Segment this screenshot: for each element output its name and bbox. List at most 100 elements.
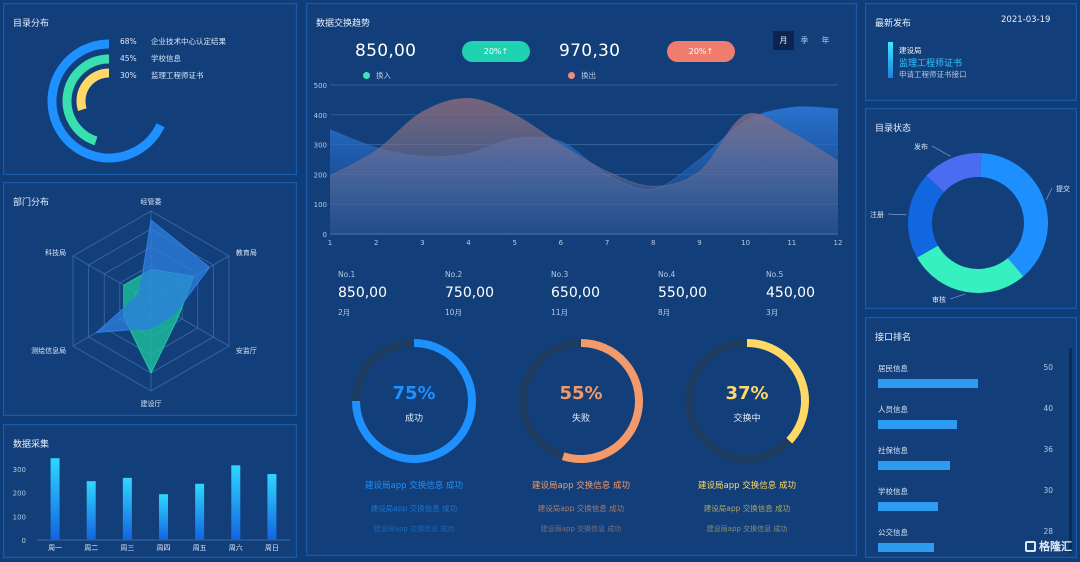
- catalog-label-1: 学校信息: [151, 53, 181, 63]
- api-rank-panel: 接口排名: [865, 317, 1077, 558]
- trend-xtick-4: 5: [512, 239, 516, 247]
- trend-ytick-5: 500: [314, 82, 327, 90]
- gauge-2-status-line: 建设局app 交换信息 成功: [706, 525, 788, 533]
- latest-title: 最新发布: [875, 19, 912, 29]
- gauge-1-status-line: 建设局app 交换信息 成功: [540, 525, 622, 533]
- legend-out: 换出: [568, 70, 596, 81]
- out-pct-badge: 20%↑: [667, 41, 735, 62]
- collect-xlabel-3: 周四: [157, 544, 171, 552]
- collect-panel: 数据采集 0 100 200 300 周一 周二 周三 周四 周五 周六 周日: [3, 424, 297, 558]
- watermark: 格隆汇: [1025, 538, 1072, 554]
- rank-value: 550,00: [658, 285, 707, 301]
- collect-bar-0: [50, 458, 60, 540]
- api-rank-row[interactable]: 公交信息 28: [878, 527, 1053, 552]
- api-rank-name: 社保信息: [878, 446, 908, 455]
- legend-in: 换入: [363, 70, 391, 81]
- radar-label-0: 经管委: [141, 197, 162, 206]
- dept-title: 部门分布: [13, 198, 50, 208]
- collect-bar-4: [195, 483, 205, 540]
- catalog-panel: 目录分布 68% 企业技术中心认定结果 45% 学校信息 30% 监理工程师证书: [3, 3, 297, 175]
- trend-xtick-6: 7: [605, 239, 609, 247]
- rank-value: 650,00: [551, 285, 600, 301]
- api-rank-track: [878, 461, 1053, 470]
- api-rank-row[interactable]: 居民信息 50: [878, 363, 1053, 388]
- status-label-0: 提交: [1056, 184, 1070, 193]
- api-rank-name: 人员信息: [878, 405, 908, 414]
- catalog-label-0: 企业技术中心认定结果: [151, 36, 226, 46]
- status-label-3: 发布: [914, 142, 928, 151]
- tab-quarter[interactable]: 季: [800, 36, 809, 45]
- catalog-chart: 68% 企业技术中心认定结果 45% 学校信息 30% 监理工程师证书: [47, 36, 226, 163]
- rank-month: 10月: [445, 308, 463, 317]
- gauge-2-status-line: 建设局app 交换信息 成功: [703, 504, 791, 513]
- trend-xtick-9: 10: [741, 239, 750, 247]
- status-slice-1[interactable]: [917, 245, 1024, 293]
- rank-no: No.1: [338, 270, 356, 279]
- gauges: 75% 成功 55% 失败 37% 交换中: [352, 339, 809, 463]
- status-label-2: 注册: [870, 210, 884, 219]
- api-rank-row[interactable]: 学校信息 30: [878, 486, 1053, 511]
- tab-month[interactable]: 月: [773, 31, 794, 50]
- gauge-arc-1: [561, 339, 643, 463]
- watermark-text: 格隆汇: [1039, 540, 1072, 553]
- catalog-ring-2: [76, 68, 110, 112]
- gauge-0-status-line: 建设局app 交换信息 成功: [370, 504, 458, 513]
- status-label-1: 审核: [932, 295, 946, 304]
- latest-org: 建设局: [899, 46, 922, 55]
- status-slice-0[interactable]: [980, 153, 1048, 277]
- catalog-pct-2: 30%: [120, 71, 137, 80]
- api-rank-row[interactable]: 社保信息 36: [878, 445, 1053, 470]
- api-rank-title: 接口排名: [875, 333, 912, 343]
- rank-value: 750,00: [445, 285, 494, 301]
- latest-panel: 最新发布 2021-03-19 建设局 监理工程师证书 申请工程师证书接口: [865, 3, 1077, 101]
- latest-desc: 申请工程师证书接口: [899, 70, 967, 79]
- status-leader-2: [887, 213, 907, 216]
- gauge-pct-0: 75%: [392, 383, 435, 404]
- radar-label-4: 测绘信息局: [31, 346, 66, 355]
- gauge-arc-2: [746, 339, 809, 444]
- api-rank-value: 36: [1043, 445, 1053, 454]
- watermark-logo-icon: [1025, 540, 1036, 552]
- collect-ytick-2: 200: [13, 490, 26, 498]
- gauge-label-2: 交换中: [733, 412, 760, 424]
- trend-xtick-8: 9: [697, 239, 701, 247]
- trend-xtick-5: 6: [559, 239, 564, 247]
- tab-year[interactable]: 年: [821, 36, 830, 45]
- status-slice-3[interactable]: [926, 153, 982, 192]
- rank-month: 8月: [658, 308, 671, 317]
- catalog-pct-1: 45%: [120, 54, 137, 63]
- collect-xlabel-2: 周三: [120, 544, 134, 552]
- status-slice-2[interactable]: [908, 175, 945, 258]
- radar-label-3: 建设厅: [141, 399, 162, 408]
- collect-xlabel-0: 周一: [48, 544, 62, 552]
- trend-ytick-0: 0: [323, 231, 327, 239]
- api-rank-value: 50: [1043, 363, 1053, 372]
- radar-label-5: 科技局: [45, 248, 66, 257]
- rank-value: 450,00: [766, 285, 815, 301]
- collect-bar-3: [159, 494, 168, 540]
- api-rank-value: 40: [1043, 404, 1053, 413]
- gauge-pct-2: 37%: [725, 383, 768, 404]
- gauge-label-1: 失败: [572, 412, 590, 424]
- rank-no: No.4: [658, 270, 676, 279]
- latest-name[interactable]: 监理工程师证书: [899, 59, 963, 69]
- status-leader-3: [931, 145, 951, 157]
- collect-xlabel-5: 周六: [229, 543, 243, 552]
- gauge-arc-0: [352, 339, 476, 463]
- collect-title: 数据采集: [13, 440, 50, 450]
- in-pct-badge: 20%↑: [462, 41, 530, 62]
- collect-xlabel-4: 周五: [193, 544, 207, 552]
- catalog-label-2: 监理工程师证书: [151, 70, 204, 80]
- scrollbar[interactable]: [1069, 348, 1072, 553]
- api-rank-row[interactable]: 人员信息 40: [878, 404, 1053, 429]
- rank-no: No.3: [551, 270, 569, 279]
- trend-ytick-2: 200: [314, 171, 327, 179]
- rank-value: 850,00: [338, 285, 387, 301]
- gauge-label-0: 成功: [405, 412, 423, 424]
- api-rank-value: 28: [1043, 527, 1053, 536]
- rank-item-5: No.5 450,00 3月: [766, 270, 846, 318]
- radar-series-1: [94, 219, 211, 334]
- rank-item-4: No.4 550,00 8月: [658, 270, 738, 318]
- api-rank-name: 学校信息: [878, 487, 908, 496]
